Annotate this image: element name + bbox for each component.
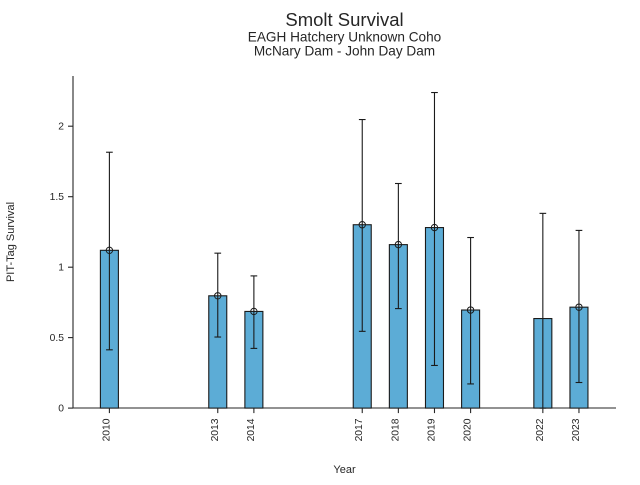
- svg-text:2018: 2018: [390, 418, 401, 441]
- svg-text:Smolt Survival: Smolt Survival: [285, 9, 403, 30]
- svg-text:EAGH Hatchery Unknown Coho: EAGH Hatchery Unknown Coho: [248, 30, 441, 45]
- svg-text:McNary Dam - John Day Dam: McNary Dam - John Day Dam: [254, 44, 435, 59]
- svg-text:Year: Year: [333, 464, 356, 476]
- svg-text:0.5: 0.5: [50, 333, 65, 344]
- svg-text:2019: 2019: [426, 418, 437, 441]
- svg-text:2: 2: [58, 122, 64, 133]
- svg-text:2010: 2010: [101, 418, 112, 441]
- svg-text:2013: 2013: [210, 418, 221, 441]
- svg-text:1.5: 1.5: [50, 192, 65, 203]
- svg-text:2014: 2014: [246, 418, 257, 441]
- svg-text:PIT-Tag Survival: PIT-Tag Survival: [5, 202, 17, 282]
- svg-text:2022: 2022: [535, 418, 546, 441]
- svg-text:2023: 2023: [571, 418, 582, 441]
- svg-text:1: 1: [58, 263, 64, 274]
- svg-text:2020: 2020: [463, 418, 474, 441]
- svg-text:2017: 2017: [354, 418, 365, 441]
- svg-text:0: 0: [58, 404, 64, 415]
